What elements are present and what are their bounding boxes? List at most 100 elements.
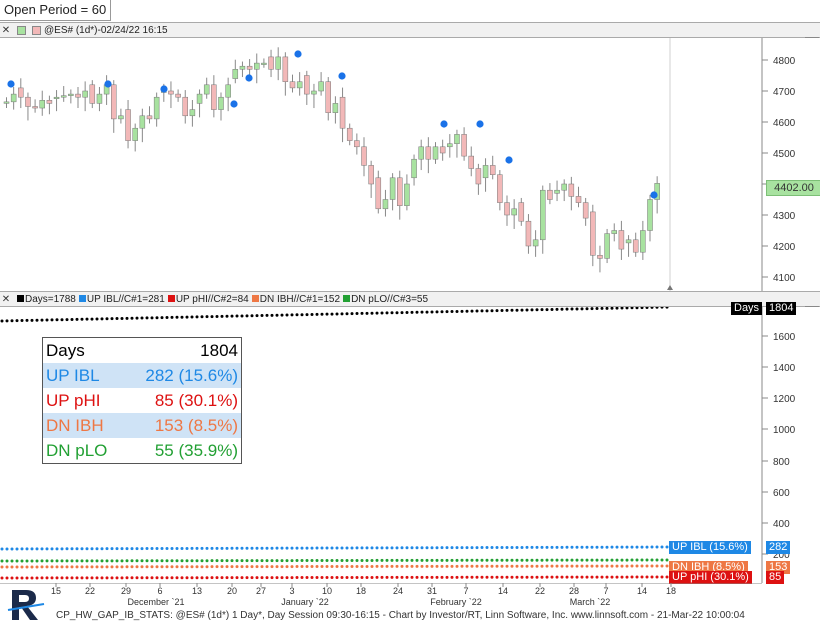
days-series-dot xyxy=(485,309,489,313)
days-series-dot xyxy=(245,314,249,318)
days-series-dot xyxy=(45,318,49,322)
up-phi-series-dot xyxy=(290,576,294,580)
candle xyxy=(254,62,260,70)
up-phi-series-dot xyxy=(145,576,149,580)
dn-ibh-series-dot xyxy=(650,564,654,568)
up-ibl-series-dot xyxy=(450,546,454,550)
up-phi-series-dot xyxy=(70,576,74,580)
legend-item[interactable]: DN IBH//C#1=152 xyxy=(259,293,341,305)
up-ibl-series-dot xyxy=(470,546,474,550)
up-ibl-series-dot xyxy=(215,546,219,550)
dn-ibh-series-dot xyxy=(435,564,439,568)
dn-ibh-series-dot xyxy=(5,565,9,569)
stats-chart[interactable]: 1600 1400 1200 1000 800 600 400 200 xyxy=(0,307,820,583)
price-chart[interactable]: 48004700460045004400430042004100 xyxy=(0,38,820,291)
signal-marker xyxy=(160,85,168,93)
days-series-dot xyxy=(370,311,374,315)
dn-ibh-series-dot xyxy=(35,565,39,569)
legend-item[interactable]: Days=1788 xyxy=(25,293,76,305)
up-ibl-series-dot xyxy=(375,546,379,550)
dn-ibh-series-dot xyxy=(355,564,359,568)
up-ibl-series-dot xyxy=(15,547,19,551)
dn-ibh-series-dot xyxy=(70,565,74,569)
dn-plo-series-dot xyxy=(180,559,184,563)
candle xyxy=(60,95,67,98)
up-phi-series-dot xyxy=(295,576,299,580)
up-phi-series-dot xyxy=(650,575,654,579)
series-label-badge: DN IBH (8.5%) xyxy=(669,561,748,574)
dn-plo-series-dot xyxy=(440,558,444,562)
dn-plo-series-dot xyxy=(190,559,194,563)
dn-plo-series-dot xyxy=(95,559,99,563)
legend-swatch-icon xyxy=(17,294,24,302)
days-series-dot xyxy=(415,310,419,314)
days-series-dot xyxy=(240,314,244,318)
up-ibl-series-dot xyxy=(70,547,74,551)
dn-ibh-series-dot xyxy=(65,565,69,569)
up-ibl-series-dot xyxy=(200,546,204,550)
up-phi-series-dot xyxy=(305,576,309,580)
stats-tick-label: 1200 xyxy=(773,394,796,405)
legend-item[interactable]: UP pHI//C#2=84 xyxy=(175,293,249,305)
up-phi-series-dot xyxy=(500,575,504,579)
candle xyxy=(53,96,60,99)
dn-plo-series-dot xyxy=(340,558,344,562)
dn-plo-series-dot xyxy=(395,558,399,562)
time-tick-label: 18 xyxy=(666,586,676,596)
dn-plo-series-dot xyxy=(265,559,269,563)
dn-plo-series-dot xyxy=(540,558,544,562)
up-ibl-series-dot xyxy=(125,547,129,551)
dn-ibh-series-dot xyxy=(115,565,119,569)
dn-ibh-series-dot xyxy=(270,565,274,569)
dn-ibh-series-dot xyxy=(360,564,364,568)
dn-ibh-series-dot xyxy=(535,564,539,568)
dn-ibh-series-dot xyxy=(555,564,559,568)
days-series-dot xyxy=(300,313,304,317)
up-phi-series-dot xyxy=(220,576,224,580)
up-phi-series-dot xyxy=(400,575,404,579)
dn-ibh-series-dot xyxy=(425,564,429,568)
time-tick-label: 31 xyxy=(427,586,437,596)
candle xyxy=(418,146,424,160)
close-icon[interactable]: ✕ xyxy=(1,24,11,36)
dn-plo-series-dot xyxy=(85,559,89,563)
days-series-dot xyxy=(515,308,519,312)
dn-plo-series-dot xyxy=(665,558,669,562)
candle xyxy=(461,134,467,157)
up-phi-series-dot xyxy=(310,576,314,580)
up-ibl-series-dot xyxy=(255,546,259,550)
days-series-dot xyxy=(350,312,354,316)
legend-item[interactable]: UP IBL//C#1=281 xyxy=(86,293,165,305)
stats-label: UP pHI xyxy=(46,391,101,410)
open-period-label[interactable]: Open Period = 60 xyxy=(0,0,112,21)
dn-ibh-series-dot xyxy=(600,564,604,568)
dn-ibh-series-dot xyxy=(330,565,334,569)
up-phi-series-dot xyxy=(15,576,19,580)
time-axis[interactable]: 15 22 29 6 13 20 27 3 10 18 24 31 7 14 22 28 7 14 18 Decemb… xyxy=(0,583,820,610)
candle xyxy=(268,56,274,70)
days-series-dot xyxy=(225,314,229,318)
dn-ibh-series-dot xyxy=(580,564,584,568)
dn-plo-series-dot xyxy=(555,558,559,562)
month-label: February `22 xyxy=(430,597,482,607)
up-ibl-series-dot xyxy=(280,546,284,550)
candle xyxy=(261,62,267,65)
dn-ibh-series-dot xyxy=(460,564,464,568)
up-ibl-series-dot xyxy=(320,546,324,550)
stats-tick-label: 1600 xyxy=(773,332,796,343)
candle xyxy=(275,56,281,70)
candle xyxy=(547,189,553,200)
days-series-dot xyxy=(505,308,509,312)
legend-item[interactable]: DN pLO//C#3=55 xyxy=(351,293,429,305)
close-icon[interactable]: ✕ xyxy=(1,293,11,305)
days-series-dot xyxy=(0,319,4,323)
candle xyxy=(611,230,617,234)
days-series-dot xyxy=(375,311,379,315)
stats-label: Days xyxy=(46,341,85,360)
scroll-marker-icon[interactable] xyxy=(667,285,673,290)
up-phi-series-dot xyxy=(340,575,344,579)
candle xyxy=(325,81,331,113)
days-series-dot xyxy=(660,307,664,309)
up-phi-series-dot xyxy=(40,576,44,580)
dn-ibh-series-dot xyxy=(295,565,299,569)
